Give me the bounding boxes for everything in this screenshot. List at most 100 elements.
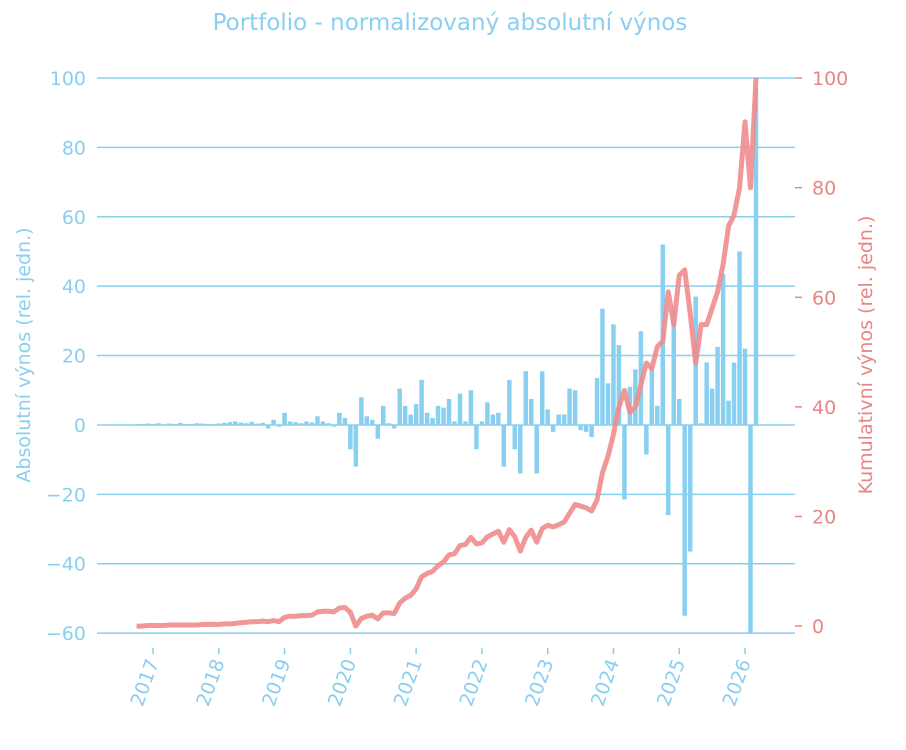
x-tick-label: 2024: [587, 656, 624, 709]
y2-axis-label: Kumulativní výnos (rel. jedn.): [855, 216, 877, 495]
bar: [408, 414, 413, 425]
bar: [370, 419, 375, 425]
bar: [753, 88, 759, 425]
bar: [715, 346, 720, 425]
bar: [386, 423, 391, 425]
bar: [211, 424, 216, 425]
chart-title: Portfolio - normalizovaný absolutní výno…: [213, 10, 688, 36]
bar: [441, 407, 446, 425]
bar: [457, 393, 463, 425]
bar: [622, 424, 627, 500]
bar: [468, 390, 474, 425]
bar: [402, 405, 408, 425]
y-tick-label: 40: [62, 276, 86, 298]
bar: [485, 402, 490, 425]
bar: [337, 412, 342, 425]
bar: [287, 421, 293, 425]
bar: [682, 424, 687, 616]
bar: [309, 422, 315, 425]
bar: [183, 424, 189, 425]
bar: [200, 423, 205, 425]
bar: [419, 379, 424, 425]
bar: [243, 423, 249, 425]
bar: [254, 423, 260, 425]
bar: [381, 405, 386, 425]
x-tick-label: 2017: [127, 656, 164, 709]
x-tick-label: 2020: [324, 656, 361, 709]
bar: [452, 421, 457, 425]
bar: [331, 424, 337, 427]
bar: [178, 422, 183, 425]
bar: [742, 348, 748, 425]
bar: [145, 423, 150, 425]
y2-tick-label: 100: [812, 68, 848, 90]
bar: [194, 423, 200, 425]
x-tick-label: 2019: [258, 656, 295, 709]
bar: [161, 424, 167, 425]
bar: [304, 421, 309, 425]
bar: [655, 405, 660, 425]
bar: [698, 423, 704, 425]
y2-tick-label: 40: [812, 397, 836, 419]
bar: [189, 423, 194, 425]
bar: [644, 424, 649, 455]
bar: [375, 424, 381, 439]
bar: [671, 310, 677, 425]
bar: [589, 424, 594, 438]
bar: [748, 424, 753, 634]
bar: [139, 424, 145, 425]
y-tick-label: 0: [74, 415, 86, 437]
bar: [501, 424, 507, 467]
bar: [260, 422, 265, 425]
y-tick-label: 60: [62, 207, 86, 229]
x-tick-label: 2018: [192, 656, 229, 709]
bar: [238, 422, 243, 425]
bar: [326, 423, 331, 425]
bar: [249, 421, 254, 425]
line: [136, 77, 759, 629]
bar: [512, 424, 518, 450]
bar: [265, 424, 271, 429]
bar: [282, 412, 287, 425]
bar: [731, 362, 737, 425]
bar: [222, 422, 227, 425]
x-tick-label: 2025: [653, 656, 690, 709]
bar: [490, 414, 496, 425]
bar: [348, 424, 353, 450]
bar: [528, 398, 534, 425]
bar: [507, 379, 512, 425]
bar: [523, 371, 529, 425]
bar: [720, 274, 726, 425]
y-tick-label: −40: [46, 554, 86, 576]
bar: [446, 398, 452, 425]
y-tick-label: 100: [50, 68, 86, 90]
bar: [666, 424, 671, 516]
bar: [474, 424, 479, 450]
bar: [424, 412, 430, 425]
bar: [561, 414, 567, 425]
y-tick-label: −60: [46, 623, 86, 645]
bar: [567, 388, 572, 425]
bar: [479, 421, 485, 425]
bar: [616, 345, 622, 425]
bar: [359, 397, 364, 425]
y2-tick-label: 80: [812, 178, 836, 200]
bar: [600, 308, 605, 425]
bar: [545, 409, 550, 425]
bar: [550, 424, 556, 432]
x-tick-label: 2026: [718, 656, 755, 709]
bar: [430, 418, 435, 425]
bar: [726, 400, 731, 425]
bar: [463, 421, 468, 425]
bar: [539, 371, 545, 425]
bar: [578, 424, 583, 431]
bar: [353, 424, 359, 467]
y-tick-label: 80: [62, 137, 86, 159]
bar: [167, 423, 172, 425]
bar: [534, 424, 539, 474]
y2-tick-label: 60: [812, 287, 836, 309]
y-tick-label: 20: [62, 346, 86, 368]
bar: [709, 388, 715, 425]
y2-tick-label: 0: [812, 616, 824, 638]
bar: [397, 388, 402, 425]
